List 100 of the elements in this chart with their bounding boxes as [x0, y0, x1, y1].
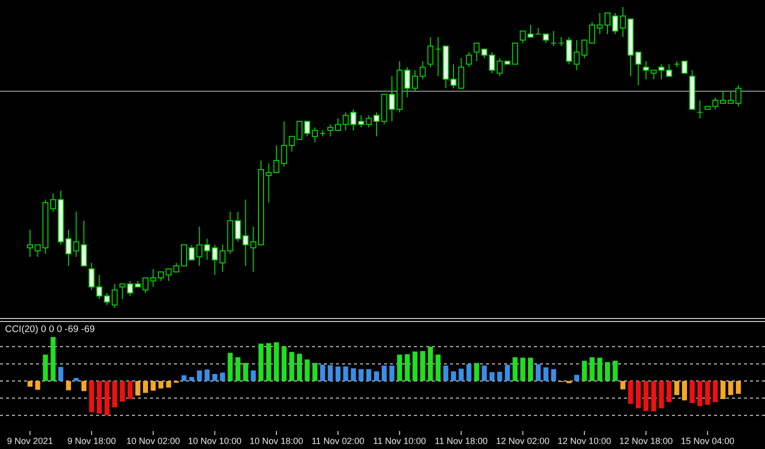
bar [482, 366, 487, 381]
bar [644, 381, 648, 411]
bar [189, 377, 194, 381]
bar [196, 370, 202, 381]
bar [690, 381, 695, 403]
bar [96, 381, 102, 414]
bar [166, 381, 172, 388]
bar [366, 369, 372, 381]
chart-title: CCI(20) 0 0 0 -69 -69 [5, 324, 95, 335]
bar [620, 381, 626, 390]
bar [104, 381, 110, 416]
bar [81, 381, 86, 392]
bar [436, 354, 441, 381]
bar [404, 354, 410, 381]
bar [666, 381, 672, 402]
bar [312, 362, 318, 381]
bar [158, 381, 164, 388]
x-tick-label: 10 Nov 10:00 [188, 436, 242, 446]
bar [220, 372, 225, 381]
candlestick [542, 34, 549, 44]
x-tick-label: 12 Nov 02:00 [496, 436, 550, 446]
bar [289, 352, 294, 381]
bar [466, 364, 472, 381]
bar [266, 343, 272, 381]
bar [382, 366, 387, 381]
bar [458, 368, 464, 381]
candlestick [80, 220, 87, 266]
bar [497, 372, 502, 381]
x-tick-label: 10 Nov 02:00 [126, 436, 180, 446]
bar [428, 346, 433, 381]
bar [490, 372, 494, 381]
bar [182, 375, 186, 381]
bar [720, 381, 726, 400]
bar [42, 354, 48, 381]
bar [736, 381, 741, 394]
bar [651, 381, 656, 412]
bar [420, 351, 426, 381]
candlestick [312, 126, 318, 143]
bar [512, 357, 518, 381]
x-tick-label: 11 Nov 18:00 [434, 436, 488, 446]
bar [551, 369, 556, 381]
bar [389, 366, 394, 381]
bar [150, 381, 156, 391]
bar [212, 374, 218, 381]
bar [258, 344, 264, 381]
bar [543, 367, 548, 381]
bar [412, 352, 418, 381]
bar [597, 358, 602, 381]
bar [443, 366, 448, 381]
bar [397, 354, 402, 381]
bar [728, 381, 734, 396]
bar [590, 357, 595, 381]
bar [520, 358, 526, 381]
bar [358, 369, 364, 381]
bar [112, 381, 118, 408]
bar [674, 381, 680, 396]
bar [250, 370, 256, 381]
x-tick-label: 11 Nov 10:00 [373, 436, 426, 446]
bar [58, 366, 64, 381]
candlestick [535, 28, 542, 35]
bar [336, 366, 340, 381]
candlestick [88, 262, 95, 290]
bar [228, 352, 233, 381]
bar [582, 360, 587, 381]
x-tick-label: 15 Nov 04:00 [680, 436, 734, 446]
bar [697, 381, 702, 406]
bar [536, 364, 541, 381]
candlestick [696, 100, 703, 119]
bar [120, 381, 125, 402]
bar [28, 381, 32, 387]
bar [658, 381, 664, 408]
candlestick [550, 30, 557, 47]
candlestick [635, 52, 642, 86]
bar [504, 364, 510, 381]
bar [128, 381, 133, 400]
bar [50, 337, 56, 381]
x-tick-label: 11 Nov 02:00 [312, 436, 364, 446]
x-tick-label: 9 Nov 2021 [6, 436, 54, 446]
bar [320, 364, 326, 381]
bar [574, 374, 580, 381]
x-tick-label: 12 Nov 10:00 [558, 436, 612, 446]
bar [204, 370, 210, 381]
candlestick [435, 36, 442, 77]
bar [297, 354, 302, 381]
bar [682, 381, 687, 400]
bar [628, 381, 634, 404]
bar [328, 365, 333, 381]
candlestick [474, 42, 480, 62]
candlestick [558, 36, 564, 47]
candlestick [682, 60, 688, 74]
x-tick-label: 10 Nov 18:00 [250, 436, 304, 446]
bar [66, 381, 71, 390]
bar [89, 381, 94, 412]
bar [74, 378, 79, 381]
bar [474, 362, 480, 381]
bar [274, 342, 279, 381]
bar [143, 381, 148, 393]
bar [343, 366, 348, 381]
bar [135, 381, 140, 396]
bar [282, 346, 287, 381]
